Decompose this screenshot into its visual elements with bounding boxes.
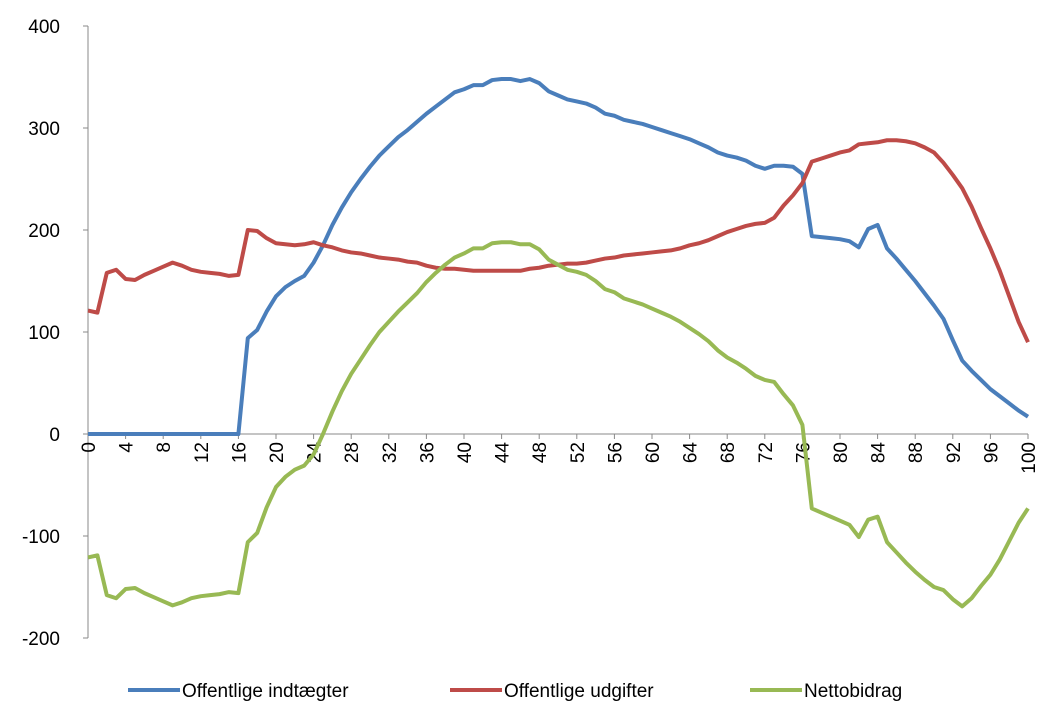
legend-label: Offentlige udgifter — [504, 681, 654, 702]
x-tick-label: 48 — [530, 442, 551, 463]
y-tick-label: 200 — [28, 221, 60, 242]
x-tick-label: 60 — [643, 442, 664, 463]
x-tick-label: 32 — [380, 442, 401, 463]
legend-label: Offentlige indtægter — [182, 681, 349, 702]
x-tick-label: 20 — [267, 442, 288, 463]
x-tick-label: 80 — [831, 442, 852, 463]
x-tick-label: 96 — [981, 442, 1002, 463]
y-tick-label: 100 — [28, 323, 60, 344]
x-tick-label: 100 — [1019, 442, 1040, 474]
x-tick-label: 4 — [117, 442, 138, 453]
y-tick-label: 400 — [28, 17, 60, 38]
series-line — [87, 138, 1030, 344]
series-line — [87, 240, 1030, 609]
x-tick-label: 56 — [605, 442, 626, 463]
y-tick-label: 300 — [28, 119, 60, 140]
x-tick-label: 28 — [342, 442, 363, 463]
x-tick-label: 68 — [718, 442, 739, 463]
y-tick-label: -200 — [22, 629, 60, 650]
x-tick-label: 12 — [192, 442, 213, 463]
x-tick-label: 0 — [79, 442, 100, 453]
x-tick-label: 44 — [493, 442, 514, 464]
y-tick-label: -100 — [22, 527, 60, 548]
x-tick-label: 64 — [681, 442, 702, 464]
x-tick-label: 16 — [229, 442, 250, 463]
x-tick-label: 88 — [906, 442, 927, 463]
x-tick-label: 84 — [869, 442, 890, 464]
x-tick-label: 40 — [455, 442, 476, 463]
x-tick-label: 36 — [417, 442, 438, 463]
y-tick-label: 0 — [49, 425, 60, 446]
x-tick-label: 72 — [756, 442, 777, 463]
x-tick-label: 52 — [568, 442, 589, 463]
x-tick-label: 8 — [154, 442, 175, 453]
x-tick-label: 92 — [944, 442, 965, 463]
legend-label: Nettobidrag — [804, 681, 902, 702]
series-line — [88, 77, 1030, 436]
